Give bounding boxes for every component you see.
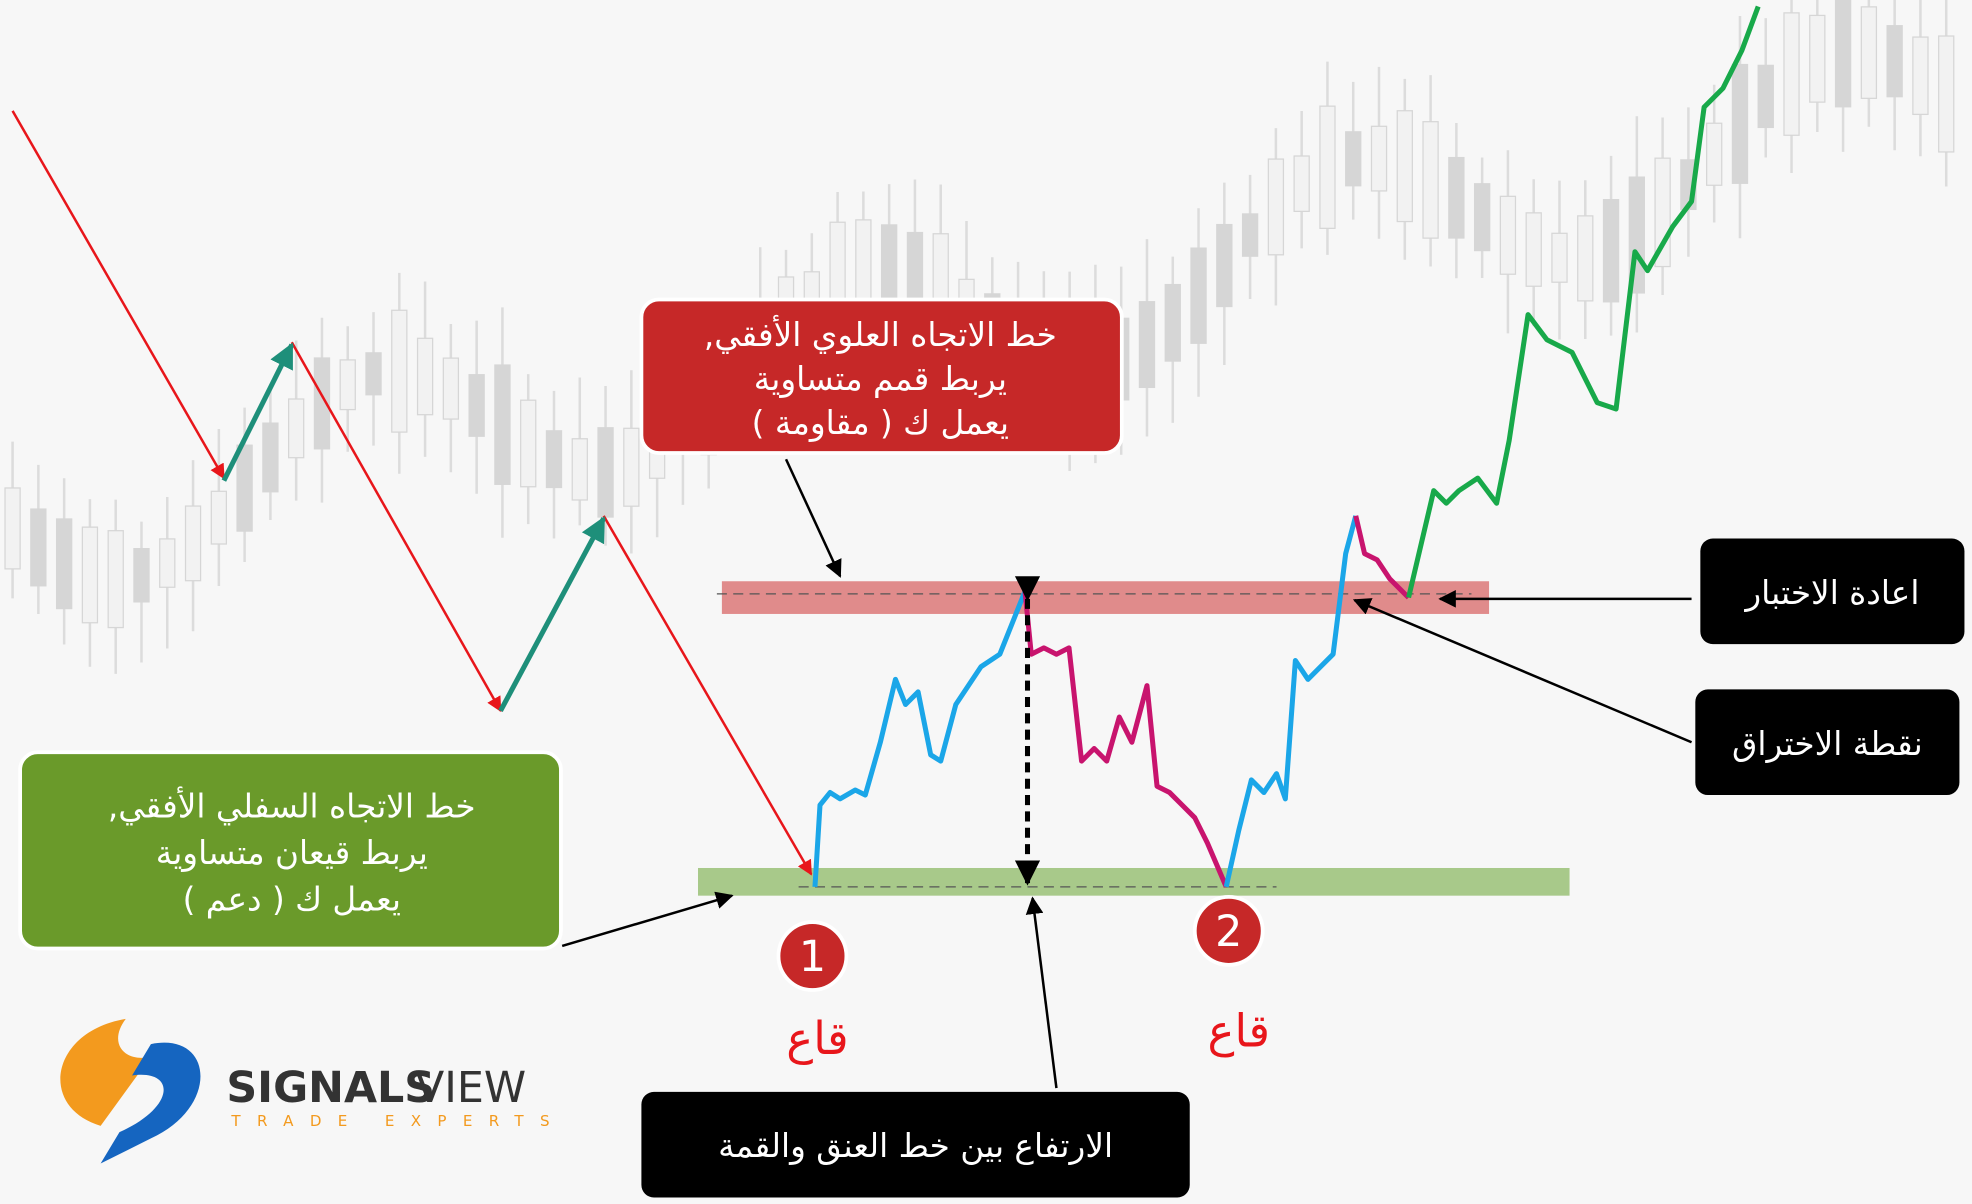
candle-body xyxy=(1912,36,1929,116)
resistance-box xyxy=(639,297,1124,455)
bottom-marker xyxy=(776,920,849,992)
candle-body xyxy=(1267,158,1285,256)
candle-body xyxy=(1448,156,1465,239)
candle-body xyxy=(210,490,228,545)
candle-body xyxy=(236,444,253,532)
resistance-text: يربط قمم متساوية xyxy=(754,360,1007,398)
bottom-label: قاع xyxy=(1208,1005,1270,1058)
candle-body xyxy=(1809,14,1826,103)
breakout-label: نقطة الاختراق xyxy=(1732,725,1923,763)
candle-body xyxy=(1164,283,1181,362)
candle-body xyxy=(1319,105,1336,229)
logo-tagline: TRADE EXPERTS xyxy=(230,1112,566,1130)
candle-body xyxy=(107,530,124,629)
candle-body xyxy=(1190,247,1207,344)
bottom-marker xyxy=(1192,895,1265,967)
logo: SIGNALS VIEW TRADE EXPERTS xyxy=(60,1018,566,1164)
logo-brand: SIGNALS xyxy=(226,1063,435,1113)
bottom-number: 2 xyxy=(1215,907,1242,957)
candle-body xyxy=(4,487,21,570)
candle-body xyxy=(1473,183,1491,252)
retest-box xyxy=(1700,538,1965,645)
candle-body xyxy=(288,398,305,459)
candle-body xyxy=(1293,155,1310,212)
candle-body xyxy=(623,427,640,507)
candle-body xyxy=(339,359,356,411)
breakout-box xyxy=(1695,689,1960,796)
candle-body xyxy=(1834,0,1852,108)
support-band xyxy=(697,867,1570,896)
candle-body xyxy=(81,526,99,624)
candle-body xyxy=(391,309,408,433)
logo-brand: VIEW xyxy=(415,1063,526,1113)
candle-body xyxy=(1370,125,1388,192)
candle-body xyxy=(365,352,382,396)
candle-body xyxy=(159,538,176,588)
candle-body xyxy=(1499,195,1517,275)
candle-body xyxy=(184,505,202,582)
candle-body xyxy=(1396,110,1413,223)
support-text: يعمل ك ( دعم ) xyxy=(183,881,401,919)
resistance-text: خط الاتجاه العلوي الأفقي, xyxy=(704,314,1057,354)
candle-body xyxy=(1216,223,1233,308)
height-label: الارتفاع بين خط العنق والقمة xyxy=(718,1127,1113,1165)
candle-body xyxy=(55,518,73,610)
candle-body xyxy=(1241,213,1259,257)
candle-body xyxy=(1886,25,1903,98)
candle-body xyxy=(1422,121,1439,239)
candle-body xyxy=(1602,198,1620,303)
bottom-label: قاع xyxy=(786,1012,848,1065)
support-text: يربط قيعان متساوية xyxy=(156,834,428,872)
background-candles xyxy=(4,0,1955,674)
candle-body xyxy=(1525,212,1542,287)
candle-body xyxy=(571,438,588,501)
candle-body xyxy=(1860,6,1878,99)
candle-body xyxy=(1938,35,1955,153)
candle-body xyxy=(597,427,614,518)
bottom-number: 1 xyxy=(799,932,826,982)
candle-body xyxy=(442,357,460,420)
price-line xyxy=(812,5,1761,888)
height-box xyxy=(641,1091,1190,1198)
candle-body xyxy=(313,357,331,450)
retest-label: اعادة الاختبار xyxy=(1743,574,1919,612)
pointer-arrows xyxy=(561,458,1693,1089)
candle-body xyxy=(1345,131,1362,187)
candle-body xyxy=(262,422,279,493)
candle-body xyxy=(468,374,485,437)
resistance-text: يعمل ك ( مقاومة ) xyxy=(752,404,1009,442)
candle-body xyxy=(416,337,434,416)
candle-body xyxy=(1731,63,1749,184)
candle-body xyxy=(494,364,511,485)
candle-body xyxy=(545,430,563,489)
trend-arrows xyxy=(11,110,813,876)
candle-body xyxy=(880,224,898,306)
candle-body xyxy=(30,508,47,587)
support-box xyxy=(18,750,563,951)
support-text: خط الاتجاه السفلي الأفقي, xyxy=(108,786,476,826)
candle-body xyxy=(133,547,150,603)
candle-body xyxy=(520,399,537,488)
candle-body xyxy=(1577,215,1594,302)
candle-body xyxy=(1138,301,1156,389)
candle-body xyxy=(1706,122,1723,186)
candle-body xyxy=(1551,232,1568,283)
candle-body xyxy=(1757,64,1774,129)
candle-body xyxy=(1783,12,1800,136)
